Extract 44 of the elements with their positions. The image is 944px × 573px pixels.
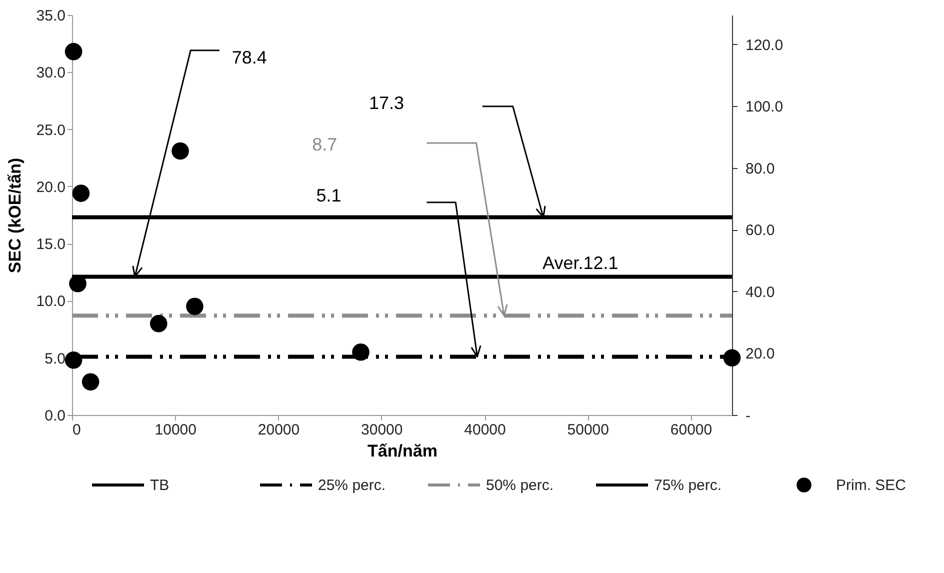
- y-tick-label: 0.0: [44, 408, 66, 424]
- y-tick-label: 10.0: [36, 293, 66, 310]
- y2-tick-label: -: [746, 408, 750, 424]
- y-axis-title: SEC (kOE/tấn): [5, 158, 24, 274]
- annotation: 17.3: [369, 93, 404, 114]
- point: [72, 184, 90, 202]
- annotation: Aver.12.1: [542, 253, 618, 274]
- y2-tick-label: 60.0: [746, 222, 775, 240]
- x-tick-label: 0: [72, 422, 81, 438]
- point: [352, 344, 370, 361]
- y2-tick-label: 100.0: [746, 98, 784, 116]
- y2-tick-label: 120.0: [746, 36, 784, 54]
- y2-tick-label: 20.0: [746, 346, 775, 363]
- legend-label: 50% perc.: [486, 477, 554, 494]
- point: [69, 274, 86, 292]
- y-tick-label: 20.0: [36, 178, 66, 196]
- y2-tick-label: 40.0: [746, 284, 775, 301]
- legend-label: TB: [150, 477, 170, 494]
- point: [150, 314, 168, 332]
- x-tick-label: 20000: [258, 422, 300, 438]
- point: [186, 298, 204, 316]
- legend-label: 75% perc.: [654, 477, 722, 494]
- annotation: 8.7: [312, 134, 338, 154]
- y-tick-label: 30.0: [36, 64, 66, 82]
- point: [64, 352, 82, 369]
- x-tick-label: 10000: [154, 422, 196, 438]
- x-tick-label: 30000: [361, 422, 403, 438]
- legend-label: Prim. SEC: [836, 477, 906, 494]
- annotation: 5.1: [316, 186, 342, 206]
- y-tick-label: 5.0: [44, 350, 66, 368]
- x-axis-title: Tấn/năm: [368, 442, 438, 460]
- x-tick-label: 40000: [464, 422, 506, 438]
- y2-tick-label: 80.0: [746, 160, 775, 178]
- point: [172, 142, 189, 160]
- y-tick-label: 35.0: [36, 8, 66, 24]
- point: [723, 349, 741, 366]
- point: [64, 42, 82, 60]
- point: [82, 373, 100, 390]
- x-tick-label: 60000: [670, 422, 712, 438]
- x-tick-label: 50000: [567, 422, 609, 438]
- annotation: 78.4: [232, 47, 267, 68]
- legend-label: 25% perc.: [318, 477, 386, 494]
- y-tick-label: 15.0: [36, 236, 66, 254]
- y-tick-label: 25.0: [36, 122, 66, 139]
